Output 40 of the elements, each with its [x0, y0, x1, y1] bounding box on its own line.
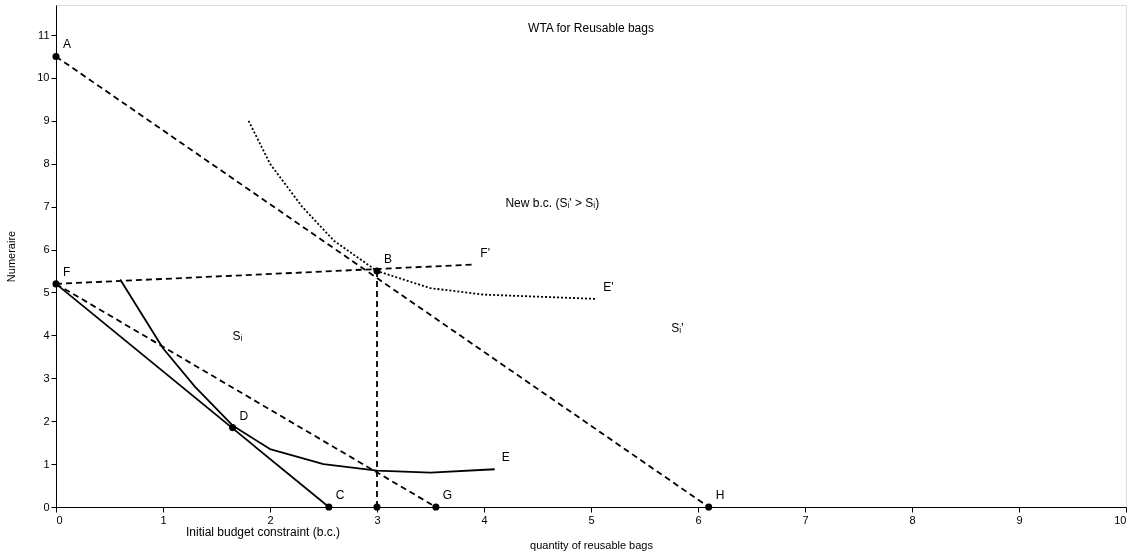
annotation: B: [384, 252, 393, 267]
x-tick-label: 9: [1016, 513, 1023, 526]
y-tick-label: 0: [43, 500, 50, 513]
y-tick-label: 1: [43, 457, 50, 470]
annotation: Sᵢ: [232, 329, 243, 344]
x-tick-label: 3: [374, 513, 381, 526]
x-tick-label: 8: [909, 513, 916, 526]
y-tick-label: 7: [43, 200, 50, 213]
annotation: New b.c. (Sᵢ' > Sᵢ): [505, 196, 600, 211]
x-tick-label: 5: [588, 513, 595, 526]
y-tick-label: 8: [43, 157, 50, 170]
y-tick-label: 11: [38, 28, 50, 41]
x-axis-title: quantity of reusable bags: [530, 538, 654, 551]
x-tick-label: 6: [695, 513, 702, 526]
y-tick-label: 2: [43, 414, 50, 427]
annotation: E: [501, 450, 510, 465]
text: WTA for Reusable bags: [528, 21, 654, 35]
annotation: F: [63, 264, 71, 279]
annotation: F': [480, 245, 490, 260]
annotation: D: [239, 408, 249, 423]
annotation: H: [715, 488, 725, 502]
x-tick-label: 0: [56, 513, 63, 526]
y-tick-label: 9: [43, 114, 50, 127]
text: Initial budget constraint (b.c.): [186, 525, 341, 539]
y-tick-label: 4: [43, 328, 50, 341]
x-tick-label: 10: [1114, 513, 1127, 526]
x-tick-label: 2: [267, 513, 274, 526]
annotation: A: [63, 37, 72, 52]
y-tick-label: 3: [43, 371, 50, 384]
y-tick-label: 6: [43, 243, 50, 256]
x-tick-label: 7: [802, 513, 809, 526]
annotation: G: [442, 488, 453, 502]
y-tick-label: 10: [37, 71, 50, 84]
annotation: C: [335, 488, 345, 502]
y-tick-label: 5: [43, 285, 50, 298]
annotation: E': [603, 279, 614, 294]
annotation: Sᵢ': [671, 320, 684, 335]
y-axis-title: Numeraire: [5, 230, 18, 283]
x-tick-label: 1: [160, 513, 167, 526]
x-tick-label: 4: [481, 513, 488, 526]
